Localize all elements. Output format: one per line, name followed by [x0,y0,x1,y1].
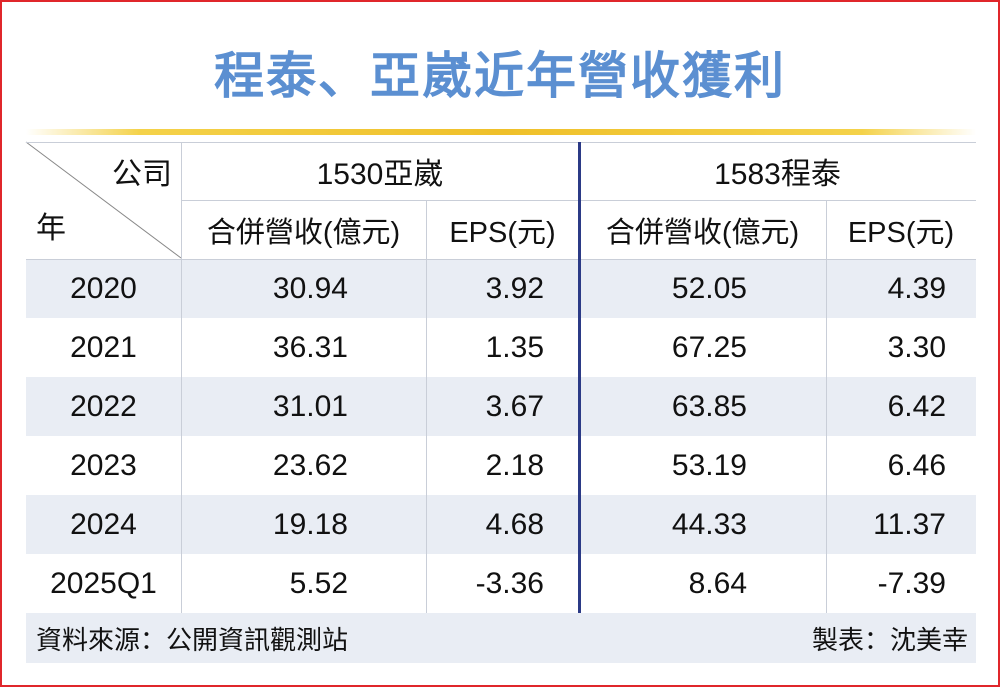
group-header: 1583程泰 [714,158,841,191]
corner-company: 公司 [112,158,172,191]
value-cell: 23.62 [272,448,348,482]
value-cell: 3.92 [485,271,544,305]
year-cell: 2021 [70,330,137,364]
value-cell: 44.33 [671,507,747,541]
group-divider [578,142,581,613]
column-header: EPS(元) [449,216,556,249]
author: 製表：沈美幸 [811,624,968,655]
value-cell: 3.30 [887,330,946,364]
column-header: 合併營收(億元) [605,216,800,249]
value-cell: 63.85 [671,389,747,423]
value-cell: -7.39 [877,566,946,600]
value-cell: 31.01 [272,389,348,423]
value-cell: 4.39 [887,271,946,305]
column-header: 合併營收(億元) [206,216,401,249]
column-line [181,142,182,613]
value-cell: 6.46 [887,448,946,482]
title: 程泰、亞崴近年營收獲利 [214,48,786,104]
value-cell: 36.31 [272,330,348,364]
value-cell: 30.94 [272,271,348,305]
value-cell: 3.67 [485,389,544,423]
year-cell: 2020 [70,271,137,305]
value-cell: 8.64 [688,566,747,600]
title-rule [26,129,976,135]
column-line [426,200,427,613]
corner-year: 年 [36,212,66,245]
header-line [26,142,976,143]
value-cell: 1.35 [485,330,544,364]
value-cell: 4.68 [485,507,544,541]
value-cell: 6.42 [887,389,946,423]
value-cell: 52.05 [671,271,747,305]
header-line [26,259,976,260]
value-cell: 53.19 [671,448,747,482]
year-cell: 2023 [70,448,137,482]
value-cell: 67.25 [671,330,747,364]
column-header: EPS(元) [847,216,955,249]
value-cell: 5.52 [289,566,348,600]
value-cell: 11.37 [873,507,946,541]
column-line [826,200,827,613]
group-header: 1530亞崴 [316,158,444,191]
footer-band [26,613,976,663]
value-cell: 2.18 [485,448,544,482]
row-band [26,377,976,436]
year-cell: 2022 [70,389,137,423]
value-cell: 19.18 [272,507,348,541]
year-cell: 2024 [70,507,137,541]
row-band [26,495,976,554]
value-cell: -3.36 [475,566,544,600]
year-cell: 2025Q1 [50,566,157,600]
row-band [26,259,976,318]
source: 資料來源：公開資訊觀測站 [36,624,349,655]
